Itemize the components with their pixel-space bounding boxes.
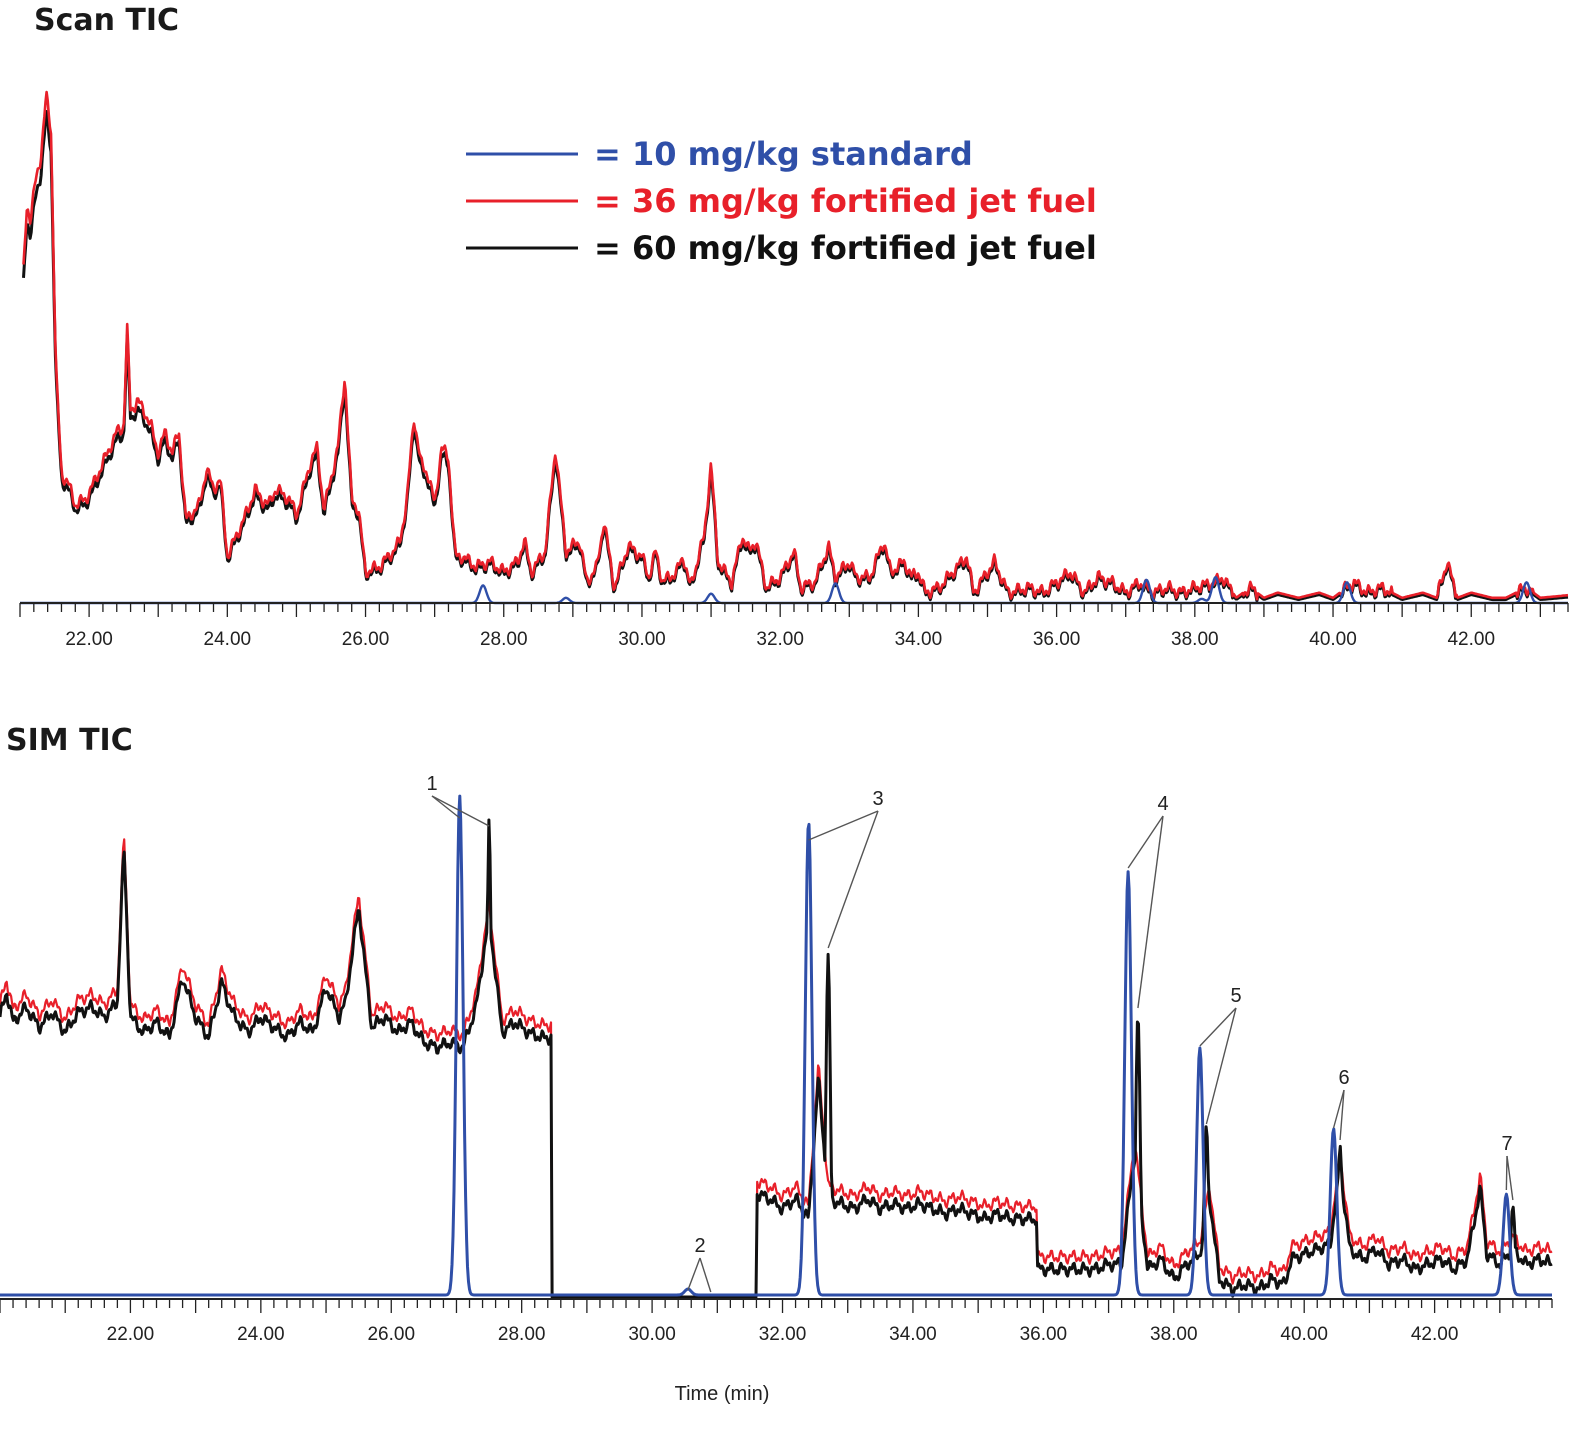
peak-label: 2	[694, 1235, 705, 1257]
callout-line	[1199, 1007, 1237, 1047]
x-tick-label: 38.00	[1150, 1324, 1198, 1345]
callout-line	[1205, 1007, 1237, 1125]
sim-tic-traces	[0, 794, 1553, 1299]
x-tick-label: 28.00	[498, 1324, 546, 1345]
peak-label: 5	[1230, 985, 1241, 1007]
callout-line	[808, 810, 879, 841]
red-trace	[0, 838, 1553, 1299]
callout-line	[1339, 1089, 1345, 1141]
black-trace	[0, 818, 1553, 1299]
peak-label: 6	[1338, 1067, 1349, 1089]
x-tick-label: 42.00	[1411, 1324, 1459, 1345]
peak-label: 1	[426, 773, 437, 795]
x-tick-label: 40.00	[1280, 1324, 1328, 1345]
scan-tic-panel: Scan TIC 22.00 24.00 26.00 28.00 30.00 32.00 3…	[19, 3, 1569, 650]
sim-tic-ticks: 22.00 24.00 26.00 28.00 30.00 32.00 34.00 36.00…	[0, 1299, 1553, 1345]
x-tick-label: 38.00	[1171, 629, 1219, 650]
peak-annotations: 1 2 3 4 5 6 7	[426, 773, 1514, 1293]
x-tick-label: 22.00	[65, 629, 113, 650]
legend-label: = 10 mg/kg standard	[594, 135, 973, 173]
peak-label: 3	[872, 788, 883, 810]
x-tick-label: 34.00	[895, 629, 943, 650]
x-tick-label: 42.00	[1447, 629, 1495, 650]
callout-line	[1505, 1155, 1508, 1191]
callout-line	[431, 795, 490, 827]
x-tick-label: 24.00	[204, 629, 252, 650]
x-tick-label: 30.00	[628, 1324, 676, 1345]
callout-line	[1127, 815, 1164, 869]
legend-label: = 36 mg/kg fortified jet fuel	[594, 182, 1097, 220]
legend-label: = 60 mg/kg fortified jet fuel	[594, 229, 1097, 267]
x-tick-label: 24.00	[237, 1324, 285, 1345]
callout-line	[687, 1257, 701, 1291]
scan-tic-title: Scan TIC	[34, 3, 179, 38]
x-tick-label: 32.00	[756, 629, 804, 650]
callout-line	[1506, 1155, 1514, 1201]
x-tick-label: 36.00	[1020, 1324, 1068, 1345]
blue-trace	[0, 794, 1553, 1297]
red-trace	[22, 90, 1569, 601]
callout-line	[431, 795, 461, 819]
sim-tic-panel: SIM TIC 22.00 24.00 26.00 28.00 30.00 32.00 34…	[0, 723, 1553, 1405]
x-tick-label: 22.00	[107, 1324, 155, 1345]
sim-tic-title: SIM TIC	[6, 723, 133, 758]
callout-line	[1332, 1089, 1345, 1129]
x-tick-label: 26.00	[342, 629, 390, 650]
x-tick-label: 30.00	[618, 629, 666, 650]
x-tick-label: 36.00	[1033, 629, 1081, 650]
x-axis-label: Time (min)	[675, 1383, 770, 1405]
x-tick-label: 40.00	[1309, 629, 1357, 650]
callout-line	[699, 1257, 712, 1293]
x-tick-label: 26.00	[367, 1324, 415, 1345]
callout-line	[827, 810, 879, 949]
x-tick-label: 34.00	[889, 1324, 937, 1345]
x-tick-label: 32.00	[759, 1324, 807, 1345]
peak-label: 7	[1501, 1133, 1512, 1155]
legend: = 10 mg/kg standard = 36 mg/kg fortified …	[466, 135, 1097, 267]
scan-tic-ticks: 22.00 24.00 26.00 28.00 30.00 32.00 34.00 36.00…	[19, 603, 1569, 650]
x-tick-label: 28.00	[480, 629, 528, 650]
peak-label: 4	[1157, 793, 1168, 815]
callout-line	[1137, 815, 1164, 1009]
